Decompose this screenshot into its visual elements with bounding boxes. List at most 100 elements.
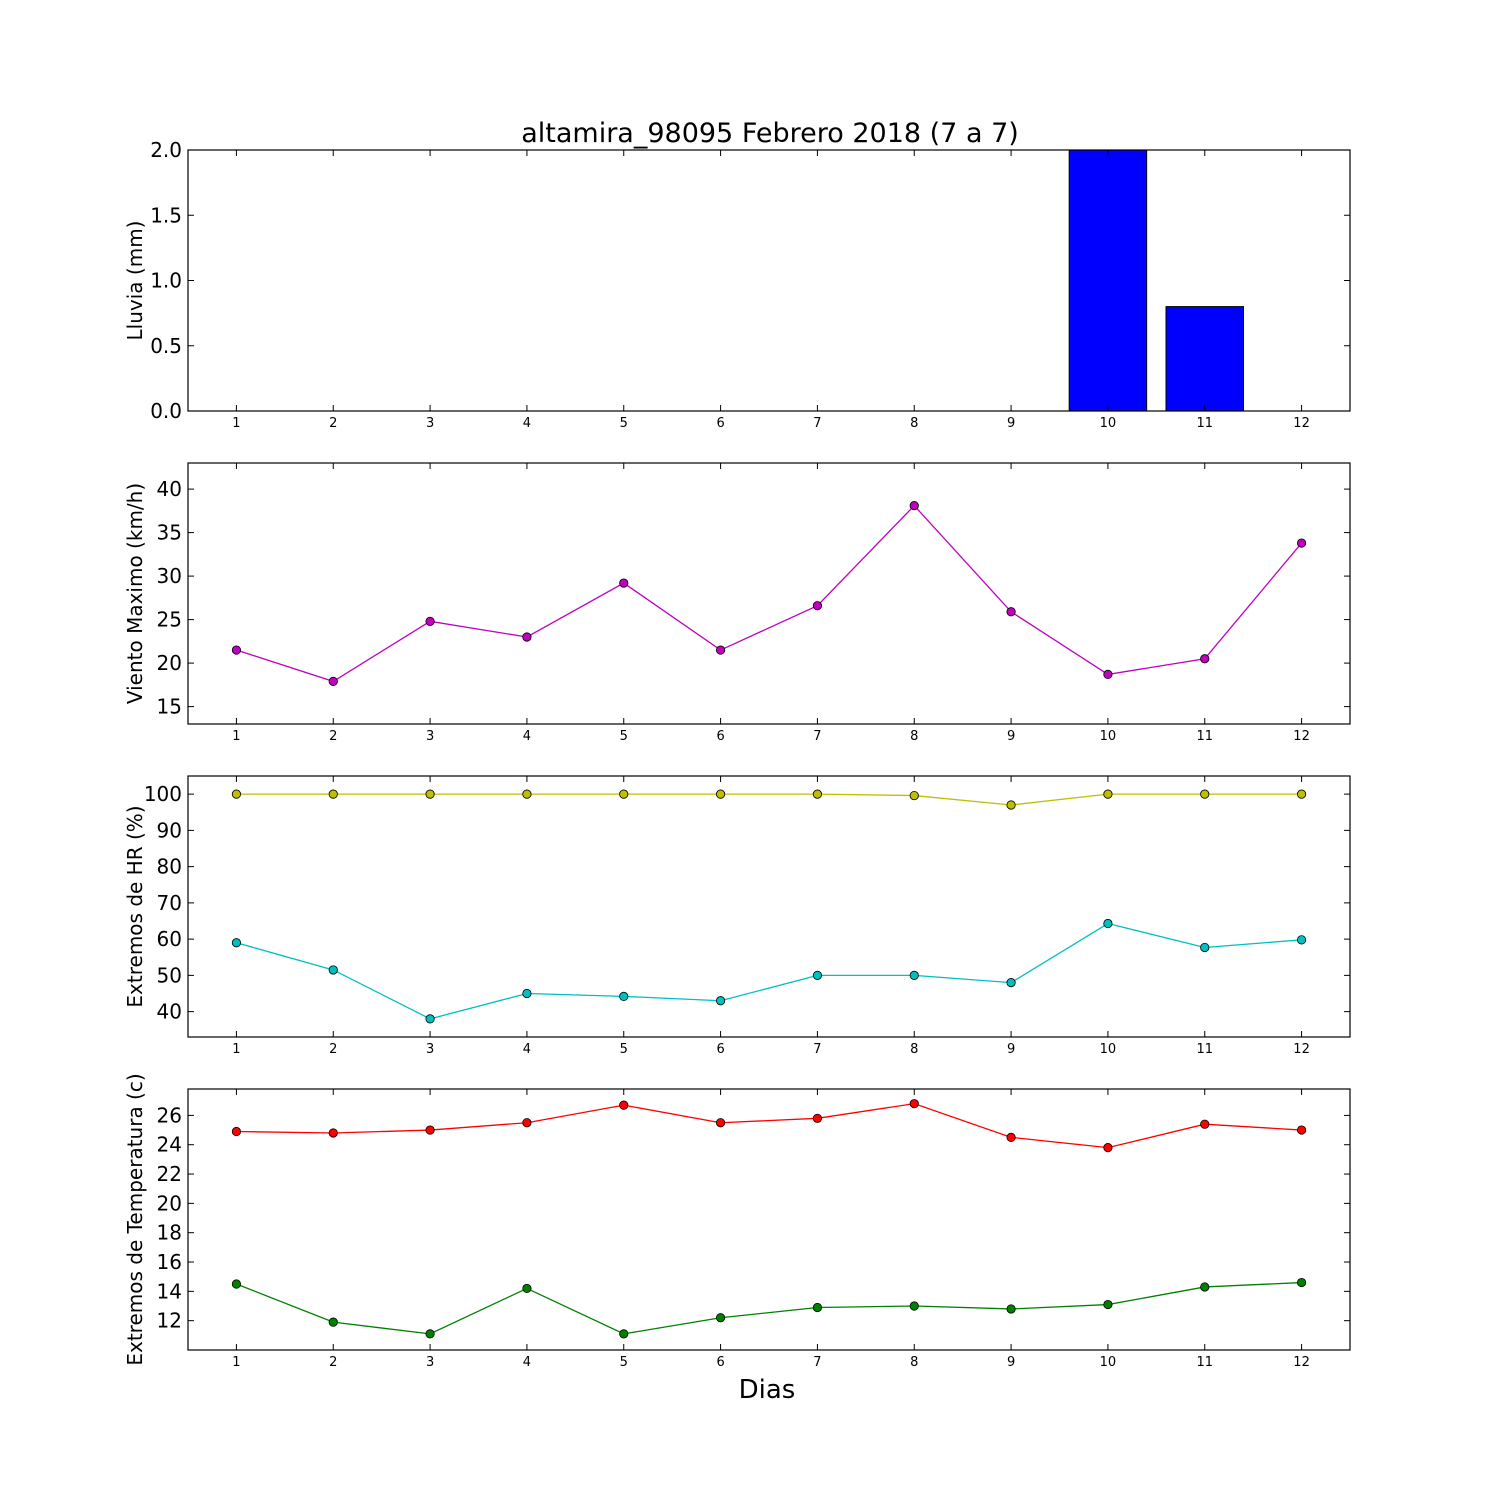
x-tick-label: 5 bbox=[620, 1355, 628, 1370]
x-tick-label: 11 bbox=[1196, 1355, 1213, 1370]
x-axis-label: Dias bbox=[739, 1375, 796, 1405]
y-tick-label: 24 bbox=[157, 1133, 182, 1157]
y-tick-label: 40 bbox=[157, 1000, 182, 1024]
x-tick-label: 1 bbox=[232, 1355, 240, 1370]
series-2-point-day-7 bbox=[812, 970, 823, 980]
y-tick-label: 26 bbox=[157, 1103, 182, 1127]
series-1-point-day-9 bbox=[1006, 1132, 1016, 1142]
series-1-point-day-4 bbox=[522, 789, 532, 799]
series-1-point-day-7 bbox=[812, 601, 823, 611]
series-2-point-day-12 bbox=[1296, 1277, 1307, 1288]
series-1-point-day-4 bbox=[522, 632, 532, 642]
series-1-point-day-2 bbox=[328, 789, 338, 799]
x-tick-label: 9 bbox=[1007, 1042, 1015, 1057]
x-tick-label: 7 bbox=[813, 729, 821, 744]
series-1-point-day-1 bbox=[231, 1126, 242, 1137]
series-line-2 bbox=[236, 922, 1302, 1020]
x-tick-label: 4 bbox=[523, 1042, 531, 1057]
series-2-point-day-4 bbox=[522, 988, 532, 999]
x-tick-label: 10 bbox=[1100, 1355, 1117, 1370]
series-1-point-day-8 bbox=[909, 790, 919, 801]
x-tick-label: 3 bbox=[426, 729, 434, 744]
series-1-point-day-9 bbox=[1006, 607, 1016, 617]
x-tick-label: 1 bbox=[232, 729, 240, 744]
y-tick-label: 2.0 bbox=[150, 138, 182, 162]
x-tick-label: 12 bbox=[1293, 1355, 1310, 1370]
x-tick-label: 6 bbox=[716, 729, 724, 744]
series-2-point-day-6 bbox=[715, 996, 726, 1006]
x-tick-label: 5 bbox=[620, 416, 628, 431]
y-tick-label: 80 bbox=[157, 855, 182, 879]
series-1-point-day-7 bbox=[812, 789, 823, 799]
series-2-point-day-11 bbox=[1200, 942, 1210, 953]
series-1-point-day-10 bbox=[1103, 789, 1113, 799]
x-tick-label: 2 bbox=[329, 1355, 337, 1370]
series-1-point-day-2 bbox=[328, 676, 338, 686]
series-line-2 bbox=[236, 1281, 1302, 1335]
series-1-point-day-10 bbox=[1103, 669, 1113, 680]
x-tick-label: 5 bbox=[620, 729, 628, 744]
x-tick-label: 5 bbox=[620, 1042, 628, 1057]
series-2-point-day-3 bbox=[425, 1329, 435, 1339]
x-tick-label: 8 bbox=[910, 1355, 918, 1370]
x-tick-label: 1 bbox=[232, 1042, 240, 1057]
series-1-point-day-10 bbox=[1103, 1143, 1113, 1153]
series-1-point-day-6 bbox=[715, 1118, 726, 1128]
y-tick-label: 70 bbox=[157, 891, 182, 915]
series-1-point-day-2 bbox=[328, 1128, 338, 1138]
series-2-point-day-5 bbox=[619, 991, 629, 1002]
y-tick-label: 1.5 bbox=[150, 203, 182, 227]
rain-bar-day-10 bbox=[1068, 149, 1148, 412]
series-2-point-day-4 bbox=[522, 1283, 532, 1294]
series-1-point-day-7 bbox=[812, 1113, 823, 1123]
series-2-point-day-1 bbox=[231, 938, 242, 948]
series-1-point-day-9 bbox=[1006, 800, 1016, 810]
x-tick-label: 3 bbox=[426, 1042, 434, 1057]
series-2-point-day-6 bbox=[715, 1313, 726, 1323]
y-tick-label: 20 bbox=[157, 651, 182, 675]
rain-bar-day-11 bbox=[1165, 306, 1244, 412]
series-1-point-day-6 bbox=[715, 645, 726, 655]
plot-frame bbox=[187, 462, 1351, 725]
series-1-point-day-12 bbox=[1296, 538, 1307, 548]
x-tick-label: 12 bbox=[1293, 416, 1310, 431]
series-line-1 bbox=[236, 504, 1303, 683]
series-1-point-day-1 bbox=[231, 789, 242, 799]
x-tick-label: 6 bbox=[716, 1355, 724, 1370]
x-tick-label: 10 bbox=[1100, 1042, 1117, 1057]
y-tick-label: 25 bbox=[157, 608, 182, 632]
series-2-point-day-2 bbox=[328, 1317, 338, 1327]
series-2-point-day-5 bbox=[619, 1329, 629, 1339]
y-tick-label: 22 bbox=[157, 1162, 182, 1186]
y-axis-label: Extremos de HR (%) bbox=[123, 805, 147, 1007]
plot-frame bbox=[187, 1088, 1351, 1351]
x-tick-label: 7 bbox=[813, 416, 821, 431]
series-2-point-day-11 bbox=[1200, 1282, 1210, 1292]
x-tick-label: 3 bbox=[426, 416, 434, 431]
plot-frame bbox=[187, 775, 1351, 1038]
series-2-point-day-10 bbox=[1103, 918, 1113, 929]
x-tick-label: 12 bbox=[1293, 729, 1310, 744]
x-tick-label: 9 bbox=[1007, 416, 1015, 431]
y-tick-label: 16 bbox=[157, 1250, 182, 1274]
series-2-point-day-2 bbox=[328, 965, 338, 975]
y-tick-label: 18 bbox=[157, 1221, 182, 1245]
y-tick-label: 20 bbox=[157, 1191, 182, 1215]
x-tick-label: 11 bbox=[1196, 416, 1213, 431]
y-tick-label: 14 bbox=[157, 1279, 182, 1303]
series-2-point-day-3 bbox=[425, 1014, 435, 1024]
series-2-point-day-12 bbox=[1296, 935, 1307, 945]
series-2-point-day-8 bbox=[909, 1301, 919, 1311]
series-2-point-day-10 bbox=[1103, 1299, 1113, 1310]
y-tick-label: 60 bbox=[157, 927, 182, 951]
x-tick-label: 10 bbox=[1100, 416, 1117, 431]
y-tick-label: 1.0 bbox=[150, 269, 182, 293]
x-tick-label: 8 bbox=[910, 416, 918, 431]
series-1-point-day-12 bbox=[1296, 1125, 1307, 1135]
x-tick-label: 10 bbox=[1100, 729, 1117, 744]
series-1-point-day-12 bbox=[1296, 789, 1307, 799]
y-axis-label: Viento Maximo (km/h) bbox=[123, 483, 147, 704]
